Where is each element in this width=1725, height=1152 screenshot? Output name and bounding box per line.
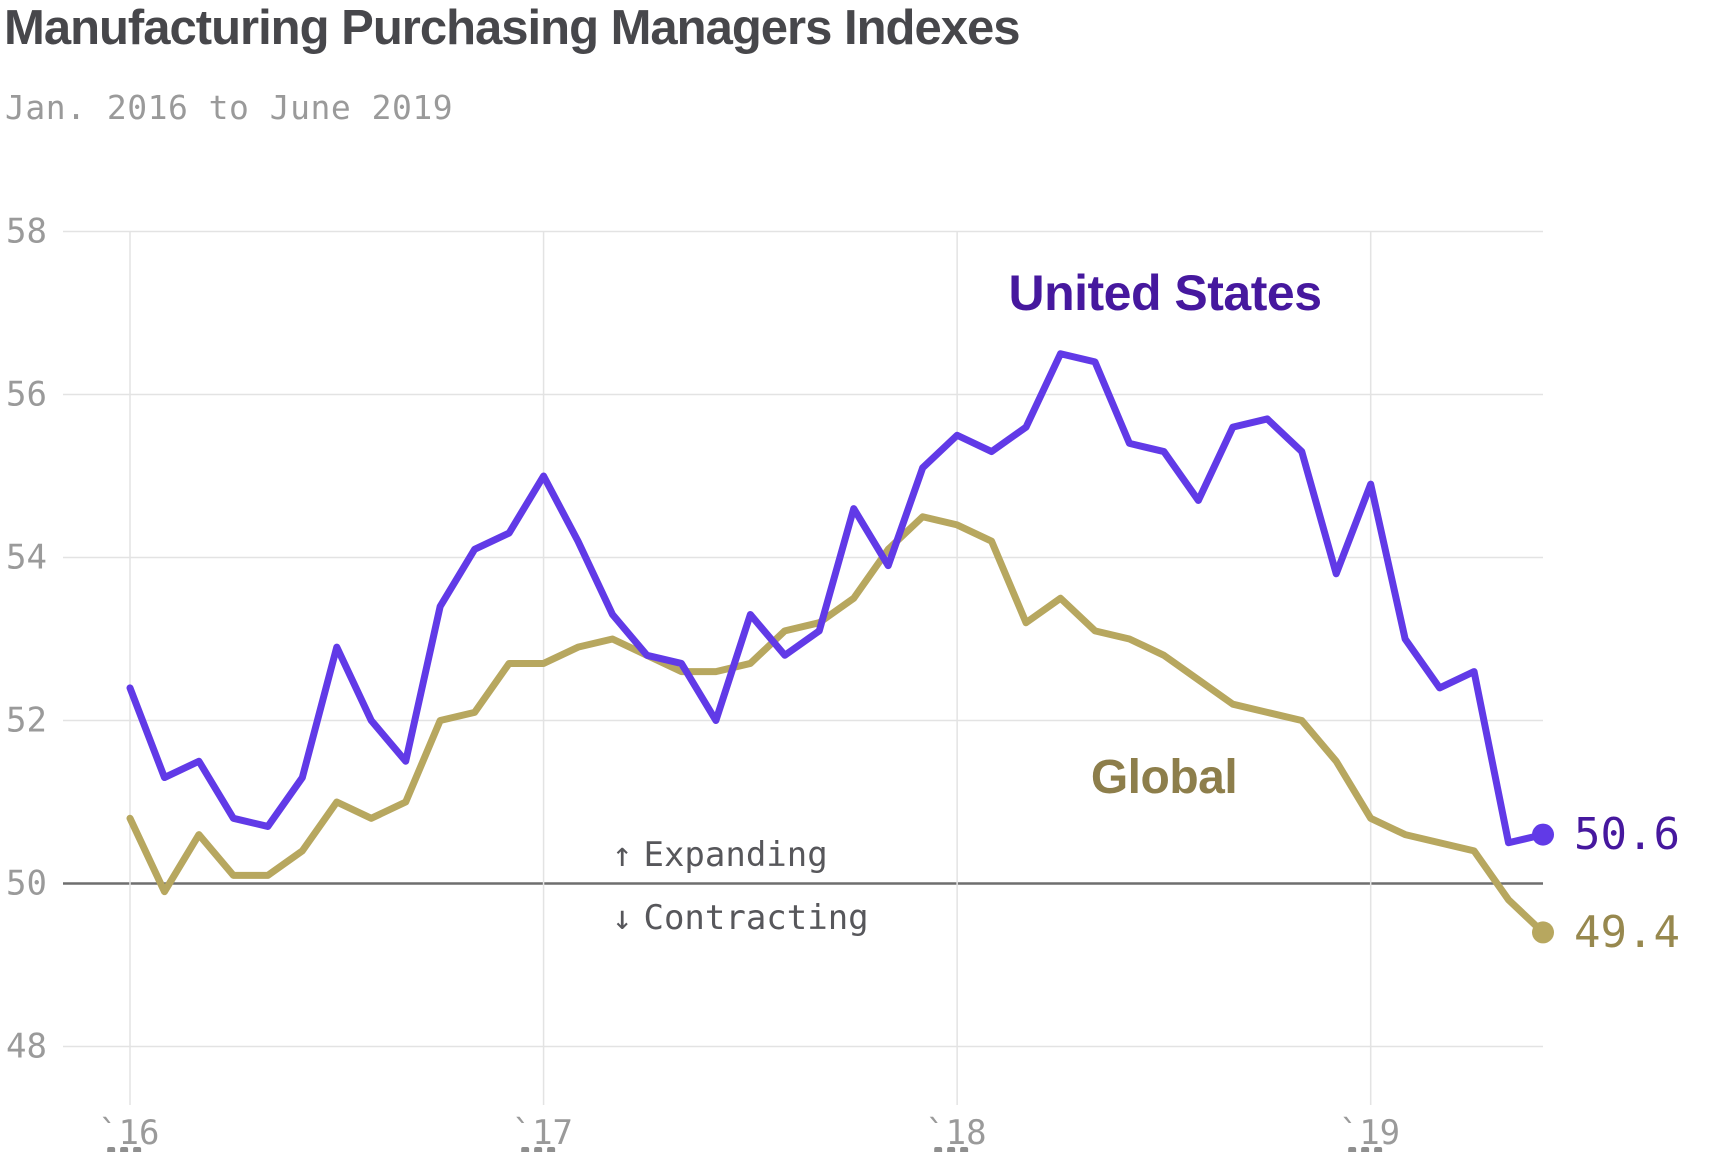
clipped-tick-text — [934, 1147, 978, 1152]
us-end-value: 50.6 — [1574, 809, 1680, 860]
global-line-end-dot — [1532, 921, 1554, 944]
y-tick-label: 52 — [6, 699, 47, 740]
us-line-end-dot — [1532, 823, 1554, 846]
y-tick-label: 48 — [6, 1025, 47, 1066]
y-tick-label: 58 — [6, 210, 47, 251]
y-tick-label: 56 — [6, 373, 47, 414]
contracting-label: Contracting — [643, 898, 869, 938]
up-arrow-icon: ↑ — [612, 835, 633, 875]
down-arrow-icon: ↓ — [612, 898, 633, 938]
global-line — [126, 513, 1547, 936]
us-line — [126, 350, 1547, 847]
global-end-value: 49.4 — [1574, 907, 1680, 958]
chart-subtitle: Jan. 2016 to June 2019 — [5, 88, 454, 127]
x-tick-label: `19 — [1338, 1113, 1401, 1152]
y-tick-label: 54 — [6, 536, 47, 577]
contracting-annotation: ↓ Contracting — [612, 898, 869, 938]
expanding-label: Expanding — [643, 835, 828, 875]
chart-title: Manufacturing Purchasing Managers Indexe… — [4, 1, 1020, 55]
series-label-united-states: United States — [1008, 265, 1322, 321]
clipped-tick-text — [1347, 1147, 1392, 1152]
x-tick-label: `17 — [511, 1113, 574, 1152]
clipped-tick-text — [520, 1147, 565, 1152]
expanding-annotation: ↑ Expanding — [612, 835, 828, 875]
clipped-tick-text — [107, 1147, 151, 1152]
y-tick-label: 50 — [6, 862, 47, 903]
x-tick-label: `18 — [925, 1113, 987, 1152]
series-label-global: Global — [1090, 751, 1238, 804]
x-tick-label: `16 — [98, 1113, 160, 1152]
